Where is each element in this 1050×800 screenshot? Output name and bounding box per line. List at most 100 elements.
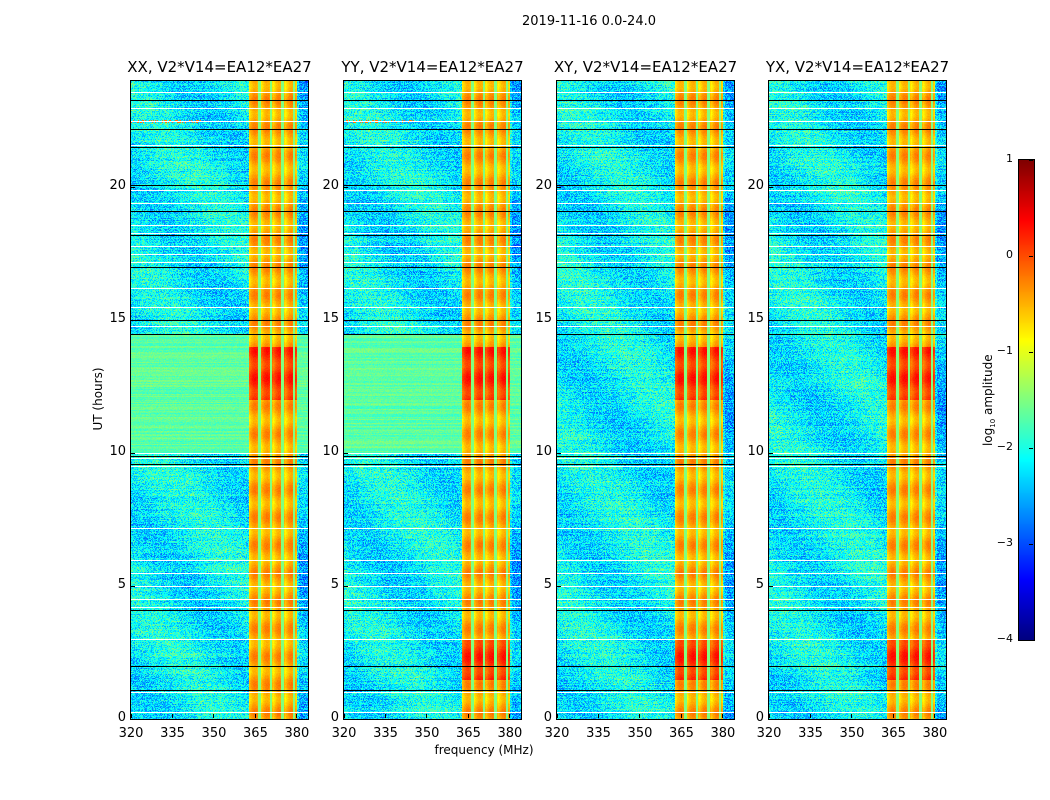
colorbar-tick bbox=[1029, 159, 1033, 161]
colorbar-label-sub: 10 bbox=[989, 418, 998, 428]
spectrogram-image bbox=[557, 81, 734, 719]
y-tick-label: 20 bbox=[322, 178, 339, 194]
y-tick bbox=[769, 452, 773, 454]
y-tick-label: 15 bbox=[109, 311, 126, 327]
y-tick bbox=[344, 319, 348, 321]
y-tick bbox=[557, 186, 561, 188]
y-tick bbox=[131, 452, 135, 454]
colorbar-frame bbox=[1018, 159, 1035, 641]
colorbar-tick bbox=[1029, 447, 1033, 449]
y-tick-label: 15 bbox=[535, 311, 552, 327]
x-tick bbox=[934, 714, 936, 718]
x-tick bbox=[597, 714, 599, 718]
x-tick-label: 350 bbox=[201, 726, 227, 741]
axes-frame bbox=[343, 80, 522, 720]
colorbar-tick bbox=[1029, 351, 1033, 353]
x-tick-label: 320 bbox=[331, 726, 357, 741]
y-tick-label: 0 bbox=[330, 710, 339, 725]
panel-title: YY, V2*V14=EA12*EA27 bbox=[341, 58, 524, 76]
x-tick-label: 320 bbox=[544, 726, 570, 741]
y-tick bbox=[131, 718, 135, 720]
y-tick-label: 10 bbox=[109, 444, 126, 460]
axes-frame bbox=[556, 80, 735, 720]
y-tick bbox=[769, 186, 773, 188]
x-tick bbox=[213, 714, 215, 718]
x-tick-label: 335 bbox=[798, 726, 823, 741]
x-tick bbox=[254, 714, 256, 718]
x-tick-label: 350 bbox=[839, 726, 865, 741]
x-tick bbox=[130, 714, 132, 718]
x-tick-label: 335 bbox=[586, 726, 611, 741]
x-tick-label: 320 bbox=[756, 726, 782, 741]
x-tick bbox=[343, 714, 345, 718]
y-tick bbox=[557, 718, 561, 720]
y-tick-label: 10 bbox=[322, 444, 339, 460]
x-tick-label: 335 bbox=[373, 726, 398, 741]
x-tick-label: 335 bbox=[160, 726, 185, 741]
x-tick-label: 320 bbox=[118, 726, 144, 741]
spectrogram-image bbox=[344, 81, 521, 719]
x-axis-label: frequency (MHz) bbox=[434, 743, 534, 757]
y-tick-label: 5 bbox=[330, 577, 339, 593]
y-tick bbox=[344, 585, 348, 587]
colorbar-tick-label: −1 bbox=[996, 344, 1013, 357]
spectrogram-image bbox=[131, 81, 308, 719]
x-tick bbox=[296, 714, 298, 718]
y-tick-label: 0 bbox=[755, 710, 764, 725]
x-tick-label: 365 bbox=[456, 726, 481, 741]
y-tick-label: 5 bbox=[543, 577, 552, 593]
colorbar-tick-label: −3 bbox=[996, 536, 1013, 549]
y-tick bbox=[557, 319, 561, 321]
y-axis-label: UT (hours) bbox=[91, 367, 105, 431]
colorbar-tick-label: −2 bbox=[996, 440, 1013, 453]
x-tick-label: 365 bbox=[881, 726, 906, 741]
x-tick bbox=[467, 714, 469, 718]
y-tick bbox=[131, 585, 135, 587]
colorbar-tick-label: 0 bbox=[1006, 248, 1013, 261]
spectrogram-image bbox=[769, 81, 946, 719]
colorbar-label-suffix: amplitude bbox=[980, 354, 995, 419]
y-tick bbox=[344, 718, 348, 720]
colorbar: log10 amplitude 1 0 −1 −2 −3 −4 bbox=[981, 152, 1035, 645]
panel-xy: XY, V2*V14=EA12*EA27 320 335 350 365 380 0 5 10… bbox=[535, 58, 737, 741]
colorbar-tick-label: 1 bbox=[1006, 152, 1013, 165]
y-tick-label: 10 bbox=[535, 444, 552, 460]
x-tick-label: 365 bbox=[669, 726, 694, 741]
x-tick-label: 380 bbox=[284, 726, 310, 741]
y-tick bbox=[131, 186, 135, 188]
y-tick-label: 20 bbox=[535, 178, 552, 194]
x-tick bbox=[171, 714, 173, 718]
figure-suptitle: 2019-11-16 0.0-24.0 bbox=[522, 14, 656, 29]
x-tick-label: 380 bbox=[710, 726, 736, 741]
x-tick bbox=[509, 714, 511, 718]
colorbar-gradient bbox=[1019, 160, 1034, 640]
x-tick bbox=[426, 714, 428, 718]
x-tick-label: 350 bbox=[627, 726, 653, 741]
y-tick-label: 20 bbox=[747, 178, 764, 194]
x-tick bbox=[722, 714, 724, 718]
x-tick-label: 380 bbox=[497, 726, 523, 741]
panel-yx: YX, V2*V14=EA12*EA27 320 335 350 365 380 0 5 10… bbox=[747, 58, 949, 741]
x-tick bbox=[639, 714, 641, 718]
panel-xx: XX, V2*V14=EA12*EA27 320 335 350 365 380 0 5 10… bbox=[109, 58, 311, 741]
y-tick-label: 5 bbox=[117, 577, 126, 593]
y-tick bbox=[557, 585, 561, 587]
y-tick-label: 0 bbox=[543, 710, 552, 725]
y-tick-label: 20 bbox=[109, 178, 126, 194]
x-tick bbox=[556, 714, 558, 718]
y-tick-label: 5 bbox=[755, 577, 764, 593]
panel-title: YX, V2*V14=EA12*EA27 bbox=[765, 58, 950, 76]
x-tick-label: 365 bbox=[243, 726, 268, 741]
x-tick bbox=[680, 714, 682, 718]
y-tick-label: 0 bbox=[117, 710, 126, 725]
axes-frame bbox=[130, 80, 309, 720]
colorbar-tick bbox=[1029, 543, 1033, 545]
y-tick bbox=[344, 452, 348, 454]
colorbar-tick bbox=[1029, 639, 1033, 641]
y-tick bbox=[557, 452, 561, 454]
x-tick bbox=[809, 714, 811, 718]
x-tick bbox=[768, 714, 770, 718]
axes-frame bbox=[768, 80, 947, 720]
panel-title: XY, V2*V14=EA12*EA27 bbox=[553, 58, 738, 76]
